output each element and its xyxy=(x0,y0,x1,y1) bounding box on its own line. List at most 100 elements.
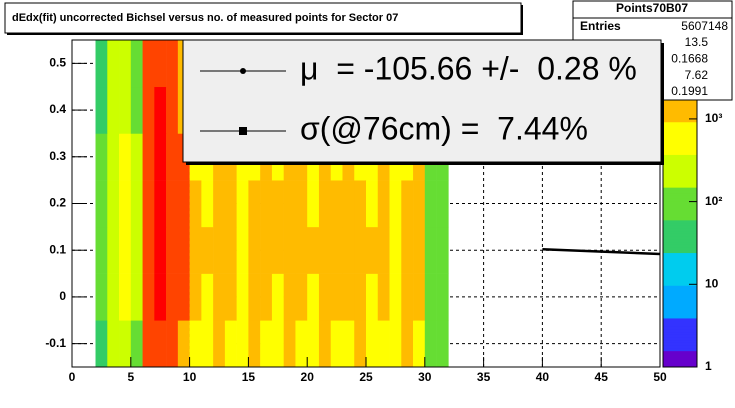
color-bar-slice xyxy=(663,159,697,164)
color-bar-slice xyxy=(663,244,697,248)
color-bar-slice xyxy=(663,279,697,284)
color-bar-slice xyxy=(663,124,697,128)
heatmap-cell xyxy=(283,273,296,321)
heatmap-cell xyxy=(142,320,155,368)
color-bar-slice xyxy=(663,113,697,117)
heatmap-cell xyxy=(95,180,108,228)
color-bar-slice xyxy=(663,203,697,207)
heatmap-cell xyxy=(377,273,390,321)
color-bar-slice xyxy=(663,173,697,177)
stats-value: 0.1991 xyxy=(671,84,708,98)
heatmap-cell xyxy=(166,226,179,274)
stats-title: Points70B07 xyxy=(616,1,688,15)
heatmap-cell xyxy=(283,320,296,368)
color-bar-slice xyxy=(663,317,697,322)
heatmap-cell xyxy=(142,86,155,134)
color-bar-slice xyxy=(663,149,697,153)
x-tick-label: 25 xyxy=(359,370,373,384)
y-tick-label: 0.1 xyxy=(49,242,66,256)
heatmap-cell xyxy=(236,320,249,368)
heatmap-cell xyxy=(271,320,284,368)
heatmap-cell xyxy=(366,320,379,368)
heatmap-cell xyxy=(107,226,120,274)
heatmap-cell xyxy=(142,40,155,88)
x-tick-label: 0 xyxy=(69,370,76,384)
heatmap-cell xyxy=(283,180,296,228)
color-bar-slice xyxy=(663,309,697,313)
heatmap-cell xyxy=(224,320,237,368)
heatmap-cell xyxy=(236,273,249,321)
heatmap-cell xyxy=(107,180,120,228)
heatmap-cell xyxy=(342,226,355,274)
heatmap-cell xyxy=(142,180,155,228)
heatmap-cell xyxy=(248,180,261,228)
heatmap-cell xyxy=(95,86,108,134)
heatmap-cell xyxy=(366,226,379,274)
color-bar-slice xyxy=(663,347,697,352)
heatmap-cell xyxy=(177,226,190,274)
heatmap-cell xyxy=(436,226,449,274)
heatmap-cell xyxy=(307,180,320,228)
color-bar-slice xyxy=(663,353,697,357)
color-bar-slice xyxy=(663,116,697,120)
stats-value: 5607148 xyxy=(681,19,728,33)
color-bar-slice xyxy=(663,217,697,221)
color-bar-slice xyxy=(663,181,697,185)
color-bar-slice xyxy=(663,230,697,234)
color-bar-slice xyxy=(663,219,697,224)
heatmap-cell xyxy=(201,273,214,321)
color-bar-slice xyxy=(663,315,697,319)
heatmap-cell xyxy=(248,273,261,321)
heatmap-cell xyxy=(166,273,179,321)
heatmap-cell xyxy=(401,320,414,368)
heatmap-cell xyxy=(307,320,320,368)
color-bar-slice xyxy=(663,282,697,286)
color-bar-slice xyxy=(663,176,697,180)
heatmap-cell xyxy=(389,226,402,274)
title-box xyxy=(4,2,522,34)
heatmap-cell xyxy=(295,226,308,274)
heatmap-cell xyxy=(330,320,343,368)
x-tick-label: 20 xyxy=(301,370,315,384)
heatmap-cell xyxy=(354,226,367,274)
heatmap-cell xyxy=(342,320,355,368)
color-bar-slice xyxy=(663,326,697,330)
color-bar-slice xyxy=(663,146,697,150)
heatmap-cell xyxy=(389,273,402,321)
color-bar-slice xyxy=(663,339,697,343)
color-bar-slice xyxy=(663,200,697,204)
color-bar-slice xyxy=(663,249,697,254)
heatmap-cell xyxy=(307,273,320,321)
y-tick-label: 0.3 xyxy=(49,149,66,163)
heatmap-cell xyxy=(130,226,143,274)
heatmap-cell xyxy=(424,180,437,228)
heatmap-cell xyxy=(318,226,332,274)
color-bar-slice xyxy=(663,252,697,256)
heatmap-cell xyxy=(342,180,355,228)
heatmap-cell xyxy=(95,226,108,274)
color-bar-slice xyxy=(663,304,697,308)
heatmap-cell xyxy=(248,226,261,274)
color-bar-slice xyxy=(663,195,697,199)
heatmap-cell xyxy=(354,320,367,368)
color-bar-slice xyxy=(663,178,697,183)
color-bar-slice xyxy=(663,345,697,349)
heatmap-cell xyxy=(119,320,132,368)
heatmap-cell xyxy=(166,40,179,88)
heatmap-cell xyxy=(342,273,355,321)
heatmap-cell xyxy=(119,86,132,134)
color-bar-slice xyxy=(663,208,697,213)
x-tick-label: 50 xyxy=(653,370,667,384)
z-tick-label: 10² xyxy=(705,194,722,208)
x-tick-label: 35 xyxy=(477,370,491,384)
heatmap-cell xyxy=(130,133,143,181)
stats-value: 0.1668 xyxy=(671,51,708,65)
color-bar-slice xyxy=(663,135,697,139)
heatmap-cell xyxy=(130,180,143,228)
heatmap-cell xyxy=(154,226,167,274)
color-bar-slice xyxy=(663,271,697,275)
color-bar-slice xyxy=(663,285,697,289)
stats-value: 13.5 xyxy=(685,35,709,49)
heatmap-cell xyxy=(260,180,273,228)
